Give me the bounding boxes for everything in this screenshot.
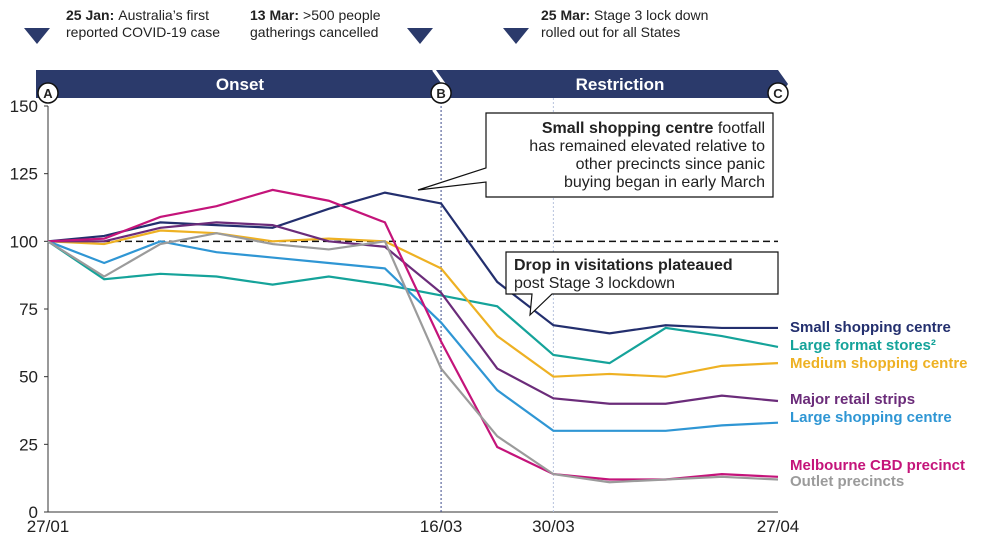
phase-banner — [36, 70, 443, 98]
annotation-text: buying began in early March — [564, 174, 765, 191]
legend-label: Outlet precincts — [790, 473, 904, 490]
callout-box — [505, 251, 779, 317]
callout-box — [417, 112, 774, 198]
event-line: >500 people — [303, 7, 381, 23]
milestone-marker — [37, 82, 59, 104]
milestone-label: B — [436, 86, 445, 101]
annotation-text: Small shopping centre footfall — [542, 120, 765, 137]
event-marker — [24, 28, 50, 44]
series-line — [47, 229, 779, 378]
x-tick-label: 16/03 — [420, 517, 463, 536]
legend-label: Major retail strips — [790, 391, 915, 408]
event-marker — [407, 28, 433, 44]
milestone-label: C — [773, 86, 783, 101]
y-tick-label: 100 — [10, 232, 38, 251]
legend-label: Large shopping centre — [790, 409, 952, 426]
event-date: 13 Mar: — [250, 7, 299, 23]
x-tick-label: 27/04 — [757, 517, 800, 536]
x-tick-label: 30/03 — [532, 517, 575, 536]
event-text: 25 Mar: Stage 3 lock down — [541, 7, 708, 23]
milestone-marker — [767, 82, 789, 104]
milestone-label: A — [43, 86, 53, 101]
event-line: Australia’s first — [118, 7, 209, 23]
legend-label: Melbourne CBD precinct — [790, 457, 965, 474]
legend-label: Small shopping centre — [790, 319, 951, 336]
y-tick-label: 0 — [29, 503, 38, 522]
y-tick-label: 50 — [19, 368, 38, 387]
phase-label: Onset — [216, 75, 265, 94]
y-tick-label: 25 — [19, 435, 38, 454]
series-line — [48, 221, 779, 405]
series-line — [47, 232, 779, 484]
annotation-bold: Drop in visitations plateaued — [514, 257, 733, 274]
event-line: reported COVID-19 case — [66, 24, 220, 40]
series-line — [47, 191, 778, 335]
legend-label: Medium shopping centre — [790, 355, 968, 372]
annotation-text: post Stage 3 lockdown — [514, 275, 675, 292]
annotation-bold: Small shopping centre — [542, 120, 714, 137]
annotation-text: has remained elevated relative to — [529, 138, 765, 155]
event-text: 13 Mar: >500 people — [250, 7, 381, 23]
event-line: Stage 3 lock down — [594, 7, 708, 23]
series-line — [47, 188, 779, 481]
milestone-marker — [430, 82, 452, 104]
phase-banner — [436, 70, 788, 98]
x-tick-label: 27/01 — [27, 517, 70, 536]
annotation-text: other precincts since panic — [576, 156, 765, 173]
event-text: 25 Jan: Australia’s first — [66, 7, 209, 23]
series-line — [47, 240, 779, 365]
legend-label: Large format stores² — [790, 337, 936, 354]
event-date: 25 Mar: — [541, 7, 590, 23]
y-tick-label: 150 — [10, 97, 38, 116]
annotation-line: footfall — [713, 120, 765, 137]
event-marker — [503, 28, 529, 44]
y-tick-label: 125 — [10, 165, 38, 184]
event-line: rolled out for all States — [541, 24, 680, 40]
phase-label: Restriction — [576, 75, 665, 94]
y-tick-label: 75 — [19, 300, 38, 319]
event-line: gatherings cancelled — [250, 24, 378, 40]
event-date: 25 Jan: — [66, 7, 114, 23]
